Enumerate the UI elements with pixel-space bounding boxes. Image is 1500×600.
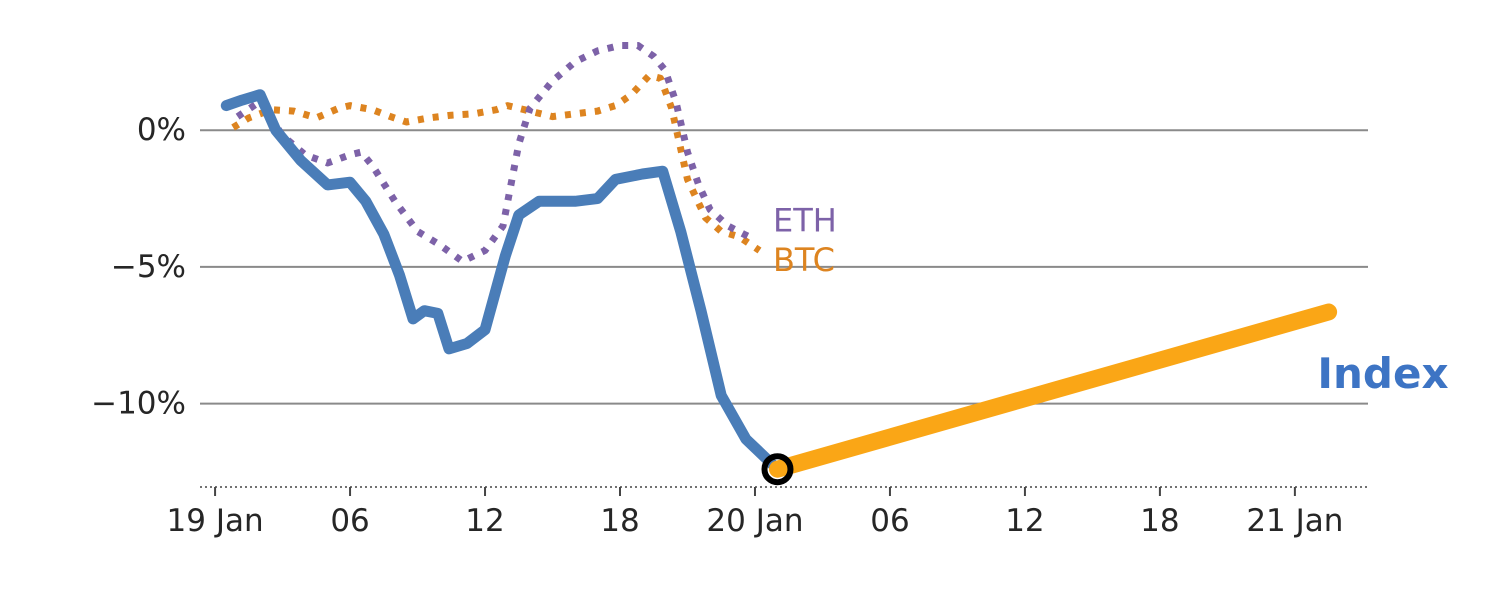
x-tick-label: 18 xyxy=(1140,503,1179,539)
series-eth xyxy=(235,42,757,265)
series-index-projection xyxy=(769,303,1338,478)
x-tick-label: 12 xyxy=(1005,503,1044,539)
x-tick-label: 06 xyxy=(330,503,369,539)
x-tick-label: 18 xyxy=(600,503,639,539)
series-btc xyxy=(231,72,762,254)
x-tick-label: 21 Jan xyxy=(1246,503,1343,539)
y-tick-label: 0% xyxy=(137,112,186,148)
y-tick-label: −5% xyxy=(111,249,186,285)
series-label-btc: BTC xyxy=(773,241,835,279)
series-label-index: Index xyxy=(1317,349,1448,398)
series-label-eth: ETH xyxy=(773,201,837,239)
y-tick-label: −10% xyxy=(91,386,186,422)
x-tick-label: 06 xyxy=(870,503,909,539)
x-tick-label: 12 xyxy=(465,503,504,539)
x-tick-label: 19 Jan xyxy=(167,503,264,539)
x-tick-label: 20 Jan xyxy=(706,503,803,539)
current-value-marker xyxy=(761,453,794,486)
series-index xyxy=(220,89,783,475)
